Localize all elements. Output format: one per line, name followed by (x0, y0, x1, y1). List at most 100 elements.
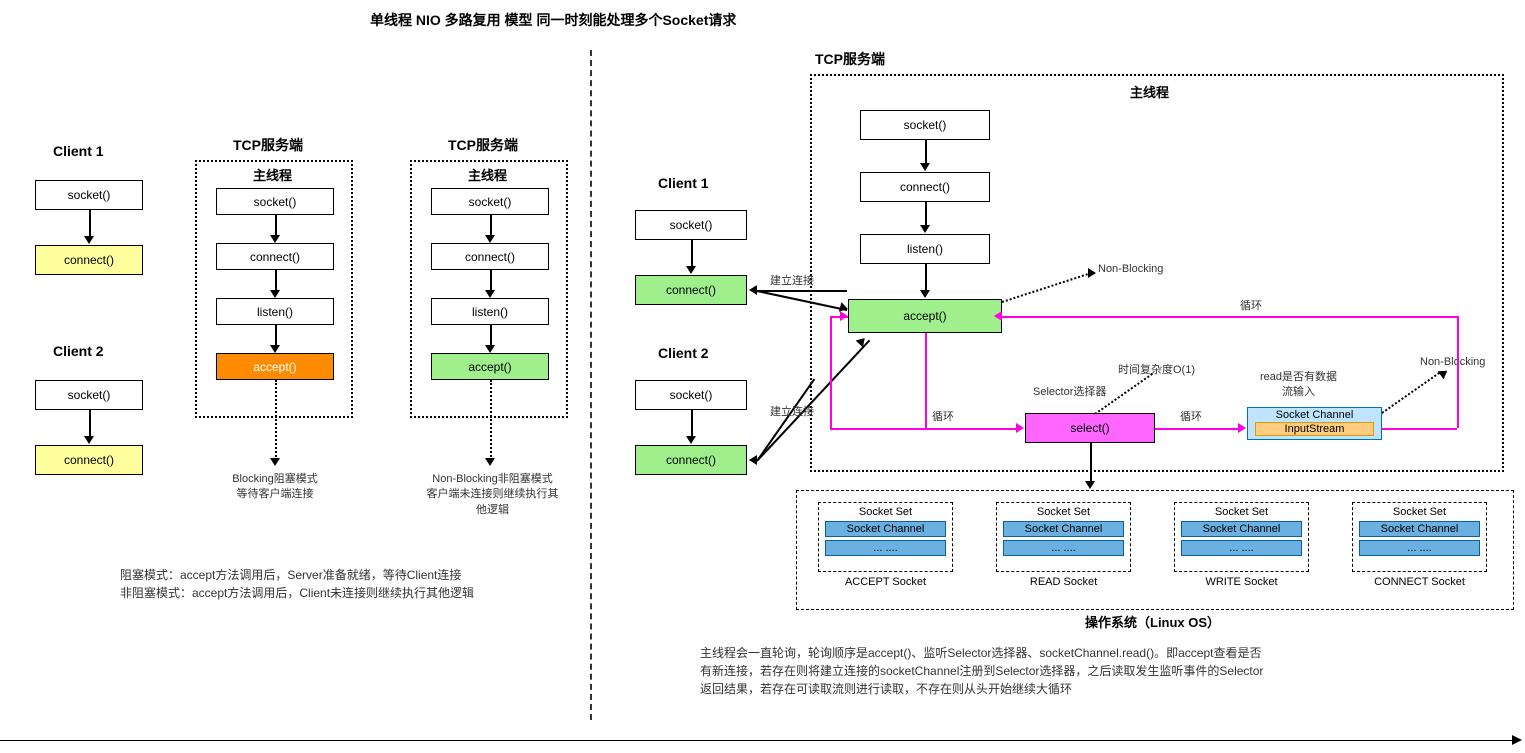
pink-big-h2 (1002, 316, 1457, 318)
ss-header: Socket Set (1175, 503, 1308, 518)
right-loop-2: 循环 (1180, 410, 1202, 425)
os-title: 操作系统（Linux OS） (1085, 612, 1220, 631)
ah (485, 290, 495, 298)
pink-self-v (830, 316, 832, 428)
conn1-line (757, 290, 847, 292)
right-socket-channel-title: Socket Channel (1251, 409, 1378, 421)
ah (840, 311, 848, 321)
ah (1016, 423, 1024, 433)
ss-chip1: Socket Channel (1181, 521, 1302, 537)
ah (270, 458, 280, 466)
sel-down (1090, 443, 1092, 483)
left-server2-title: TCP服务端 (448, 135, 518, 155)
ss-caption-2: WRITE Socket (1174, 576, 1309, 588)
left-client1-title: Client 1 (53, 143, 104, 159)
a (691, 240, 693, 268)
left-summary: 阻塞模式：accept方法调用后，Server准备就绪，等待Client连接 非… (120, 566, 570, 602)
right-server-listen: listen() (860, 234, 990, 264)
ah (686, 436, 696, 444)
right-socket-channel-box: Socket Channel InputStream (1247, 407, 1382, 440)
ss-header: Socket Set (1353, 503, 1486, 518)
right-socket-channel-inner: InputStream (1255, 422, 1374, 436)
left-summary-line1: 阻塞模式：accept方法调用后，Server准备就绪，等待Client连接 (120, 566, 570, 584)
ah (270, 290, 280, 298)
right-loop-1: 循环 (932, 410, 954, 425)
ah (749, 285, 757, 295)
a (275, 270, 277, 292)
a (925, 202, 927, 227)
left-server2-connect: connect() (431, 243, 549, 270)
ah (920, 225, 930, 233)
ah (920, 163, 930, 171)
right-selector-label: Selector选择器 (1033, 385, 1106, 400)
socket-set-1: Socket Set Socket Channel ... .... (996, 502, 1131, 572)
left-summary-line2: 非阻塞模式：accept方法调用后，Client未连接则继续执行其他逻辑 (120, 584, 570, 602)
ss-header: Socket Set (819, 503, 952, 518)
ss-chip2: ... .... (1359, 540, 1480, 556)
pink-big-v (1457, 316, 1459, 428)
a (275, 215, 277, 237)
left-server2-note: Non-Blocking非阻塞模式 客户端未连接则继续执行其 他逻辑 (410, 472, 575, 518)
left-client1-socket: socket() (35, 180, 143, 210)
left-client1-connect: connect() (35, 245, 143, 275)
left-server1-connect: connect() (216, 243, 334, 270)
socket-set-3: Socket Set Socket Channel ... .... (1352, 502, 1487, 572)
ss-caption-1: READ Socket (996, 576, 1131, 588)
a (490, 325, 492, 347)
ss-chip1: Socket Channel (1359, 521, 1480, 537)
pink-h2 (1155, 428, 1240, 430)
dotted (275, 380, 277, 460)
right-client2-title: Client 2 (658, 345, 709, 361)
ah (485, 345, 495, 353)
right-client1-connect: connect() (635, 275, 747, 305)
divider-vertical (590, 50, 592, 720)
left-server2-socket: socket() (431, 188, 549, 215)
right-paragraph: 主线程会一直轮询，轮询顺序是accept()、监听Selector选择器、soc… (700, 644, 1310, 698)
left-client2-title: Client 2 (53, 343, 104, 359)
pink-self-h (830, 428, 925, 430)
ah (270, 345, 280, 353)
arrowhead (84, 236, 94, 244)
ah (994, 311, 1002, 321)
pink-v1 (925, 333, 927, 428)
right-conn-label-2: 建立连接 (770, 405, 814, 420)
ss-caption-0: ACCEPT Socket (818, 576, 953, 588)
left-server2-listen: listen() (431, 298, 549, 325)
left-server1-thread: 主线程 (253, 165, 292, 184)
arrowhead (84, 436, 94, 444)
bottom-arrow-head (1512, 735, 1522, 745)
a (691, 410, 693, 438)
a (925, 140, 927, 165)
right-complexity: 时间复杂度O(1) (1118, 363, 1195, 378)
ah (485, 458, 495, 466)
right-nonblocking-1: Non-Blocking (1098, 262, 1163, 277)
ah (1088, 268, 1096, 278)
ah (686, 266, 696, 274)
left-server1-accept: accept() (216, 353, 334, 380)
left-server1-socket: socket() (216, 188, 334, 215)
right-loop-3: 循环 (1240, 299, 1262, 314)
right-server-select: select() (1025, 413, 1155, 443)
arrow (89, 410, 91, 438)
a (925, 264, 927, 292)
main-title: 单线程 NIO 多路复用 模型 同一时刻能处理多个Socket请求 (370, 10, 736, 30)
left-server1-title: TCP服务端 (233, 135, 303, 155)
left-server2-accept: accept() (431, 353, 549, 380)
left-client2-socket: socket() (35, 380, 143, 410)
right-client2-connect: connect() (635, 445, 747, 475)
a (490, 215, 492, 237)
right-tcp-title: TCP服务端 (815, 49, 885, 69)
right-client1-title: Client 1 (658, 175, 709, 191)
ah (270, 235, 280, 243)
pink-h1 (925, 428, 1018, 430)
ah (1085, 481, 1095, 489)
ss-chip1: Socket Channel (1003, 521, 1124, 537)
ss-chip2: ... .... (1181, 540, 1302, 556)
bottom-arrow-line (0, 740, 1512, 741)
right-thread-title: 主线程 (1130, 82, 1169, 101)
ss-chip2: ... .... (1003, 540, 1124, 556)
ah (1238, 423, 1246, 433)
right-read-question: read是否有数据 流输入 (1260, 370, 1337, 401)
right-server-socket: socket() (860, 110, 990, 140)
pink-big-h1 (1382, 428, 1457, 430)
